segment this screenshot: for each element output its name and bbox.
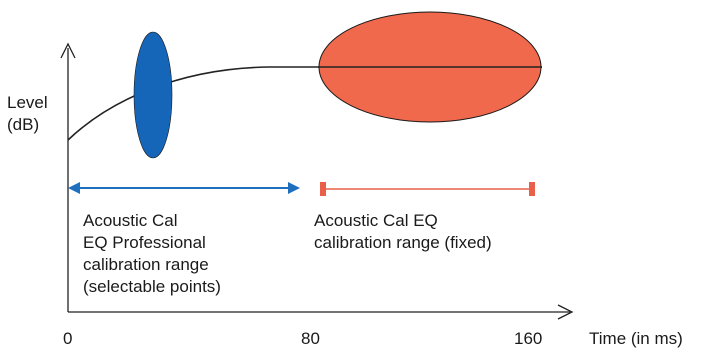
- x-tick-80: 80: [301, 329, 320, 348]
- y-axis-label: Level (dB): [7, 93, 48, 134]
- professional-range-arrow: [68, 182, 300, 194]
- x-axis-label: Time (in ms): [589, 329, 683, 348]
- fixed-range-bar: [320, 182, 535, 196]
- x-tick-0: 0: [63, 329, 73, 348]
- fixed-range-label: Acoustic Cal EQ calibration range (fixed…: [314, 211, 492, 252]
- professional-range-label: Acoustic Cal EQ Professional calibration…: [83, 211, 221, 296]
- x-axis-arrowhead: [557, 304, 574, 320]
- x-tick-160: 160: [514, 329, 543, 348]
- professional-ellipse: [133, 31, 173, 159]
- y-axis-arrowhead: [60, 42, 76, 59]
